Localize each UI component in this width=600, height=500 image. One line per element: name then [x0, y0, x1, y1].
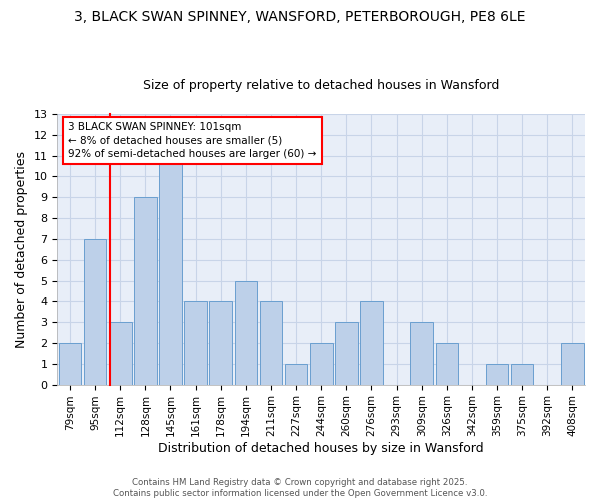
Bar	[561, 343, 584, 384]
Bar	[360, 302, 383, 384]
Bar	[486, 364, 508, 384]
Bar	[109, 322, 131, 384]
Title: Size of property relative to detached houses in Wansford: Size of property relative to detached ho…	[143, 79, 499, 92]
Bar	[59, 343, 81, 384]
Bar	[335, 322, 358, 384]
Bar	[184, 302, 207, 384]
Text: 3 BLACK SWAN SPINNEY: 101sqm
← 8% of detached houses are smaller (5)
92% of semi: 3 BLACK SWAN SPINNEY: 101sqm ← 8% of det…	[68, 122, 316, 158]
Bar	[235, 280, 257, 384]
Bar	[260, 302, 282, 384]
Bar	[436, 343, 458, 384]
X-axis label: Distribution of detached houses by size in Wansford: Distribution of detached houses by size …	[158, 442, 484, 455]
Bar	[285, 364, 307, 384]
Bar	[134, 198, 157, 384]
Y-axis label: Number of detached properties: Number of detached properties	[15, 151, 28, 348]
Text: Contains HM Land Registry data © Crown copyright and database right 2025.
Contai: Contains HM Land Registry data © Crown c…	[113, 478, 487, 498]
Bar	[209, 302, 232, 384]
Bar	[410, 322, 433, 384]
Text: 3, BLACK SWAN SPINNEY, WANSFORD, PETERBOROUGH, PE8 6LE: 3, BLACK SWAN SPINNEY, WANSFORD, PETERBO…	[74, 10, 526, 24]
Bar	[310, 343, 332, 384]
Bar	[159, 156, 182, 384]
Bar	[84, 239, 106, 384]
Bar	[511, 364, 533, 384]
